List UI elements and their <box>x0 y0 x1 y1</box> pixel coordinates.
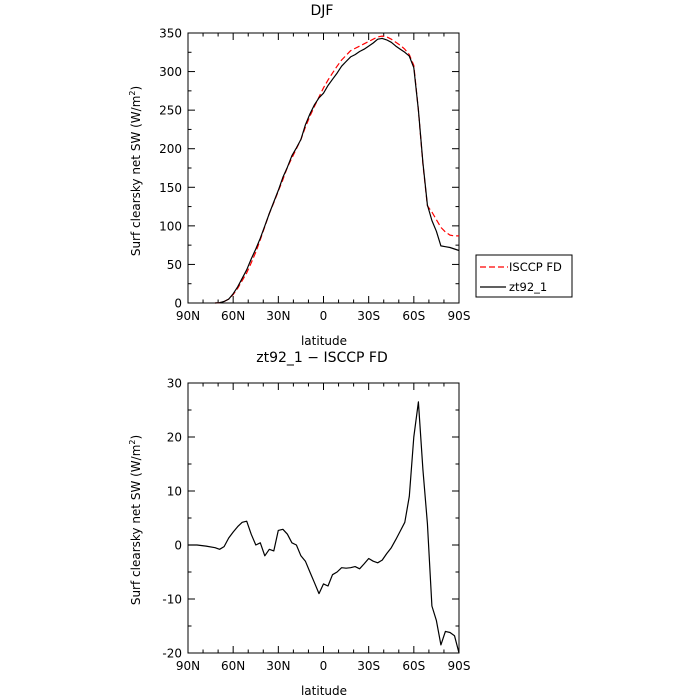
series-line-isccp-fd <box>215 35 459 304</box>
y-tick-labels-top: 0 50 100 150 200 250 300 350 <box>159 27 182 311</box>
x-axis-label-bottom: latitude <box>301 684 347 698</box>
y-tick-label: -10 <box>162 593 182 607</box>
difference-series-line <box>188 401 460 654</box>
y-axis-label-top-main: Surf clearsky net SW (W/m <box>129 96 143 257</box>
x-tick-label: 30S <box>357 309 380 323</box>
legend: ISCCP FD zt92_1 <box>475 254 573 298</box>
y-tick-label: 350 <box>159 27 182 41</box>
series-group-bottom <box>188 401 460 654</box>
series-line-zt92-1 <box>215 37 460 304</box>
y-tick-label: 30 <box>167 377 182 391</box>
y-tick-label: 20 <box>167 431 182 445</box>
x-tick-labels-top: 90N 60N 30N 0 30S 60S 90S <box>176 309 471 323</box>
y-tick-label: 50 <box>167 258 182 272</box>
y-tick-label: 250 <box>159 104 182 118</box>
x-tick-label: 90S <box>448 309 471 323</box>
chart-panel-bottom: zt92_1 − ISCCP FD 90N 60N 30N 0 30S 60S 90S -2… <box>128 350 470 698</box>
y-axis-label-top-sup: 2 <box>128 91 137 96</box>
y-tick-label: -20 <box>162 647 182 661</box>
x-tick-label: 60N <box>221 309 245 323</box>
y-tick-label: 0 <box>174 297 182 311</box>
legend-label-zt92: zt92_1 <box>509 280 547 294</box>
x-tick-label: 60S <box>402 659 425 673</box>
tick-marks-bottom <box>187 382 460 654</box>
y-tick-label: 300 <box>159 65 182 79</box>
tick-marks-top <box>187 32 460 304</box>
x-axis-label-top: latitude <box>301 334 347 348</box>
y-axis-label-top-end: ) <box>129 86 143 91</box>
plot-frame-top <box>187 32 460 304</box>
y-tick-label: 10 <box>167 485 182 499</box>
x-tick-label: 60S <box>402 309 425 323</box>
series-group-top <box>215 35 460 304</box>
chart-title-top: DJF <box>311 3 334 19</box>
y-axis-label-bottom-end: ) <box>129 435 143 440</box>
y-tick-label: 150 <box>159 181 182 195</box>
y-tick-label: 0 <box>174 539 182 553</box>
x-tick-label: 0 <box>320 309 328 323</box>
x-tick-label: 60N <box>221 659 245 673</box>
y-tick-labels-bottom: -20 -10 0 10 20 30 <box>162 377 182 661</box>
x-tick-label: 90N <box>176 659 200 673</box>
x-tick-label: 0 <box>320 659 328 673</box>
x-tick-label: 90S <box>448 659 471 673</box>
chart-panel-top: DJF 90N 60N 30N 0 30S 60S 90S 0 50 100 150 200 250 3… <box>128 3 573 348</box>
x-tick-label: 30N <box>266 659 290 673</box>
x-tick-label: 30S <box>357 659 380 673</box>
y-axis-label-bottom-main: Surf clearsky net SW (W/m <box>129 445 143 606</box>
plot-frame-bottom <box>187 382 460 654</box>
y-tick-label: 100 <box>159 219 182 233</box>
x-tick-label: 90N <box>176 309 200 323</box>
chart-title-bottom: zt92_1 − ISCCP FD <box>256 350 387 366</box>
legend-box <box>475 254 573 298</box>
x-tick-labels-bottom: 90N 60N 30N 0 30S 60S 90S <box>176 659 471 673</box>
y-axis-label-bottom-sup: 2 <box>128 440 137 445</box>
legend-label-isccp: ISCCP FD <box>509 260 562 274</box>
x-tick-label: 30N <box>266 309 290 323</box>
y-tick-label: 200 <box>159 142 182 156</box>
y-axis-label-top: Surf clearsky net SW (W/m2) <box>128 86 143 256</box>
y-axis-label-bottom: Surf clearsky net SW (W/m2) <box>128 435 143 605</box>
